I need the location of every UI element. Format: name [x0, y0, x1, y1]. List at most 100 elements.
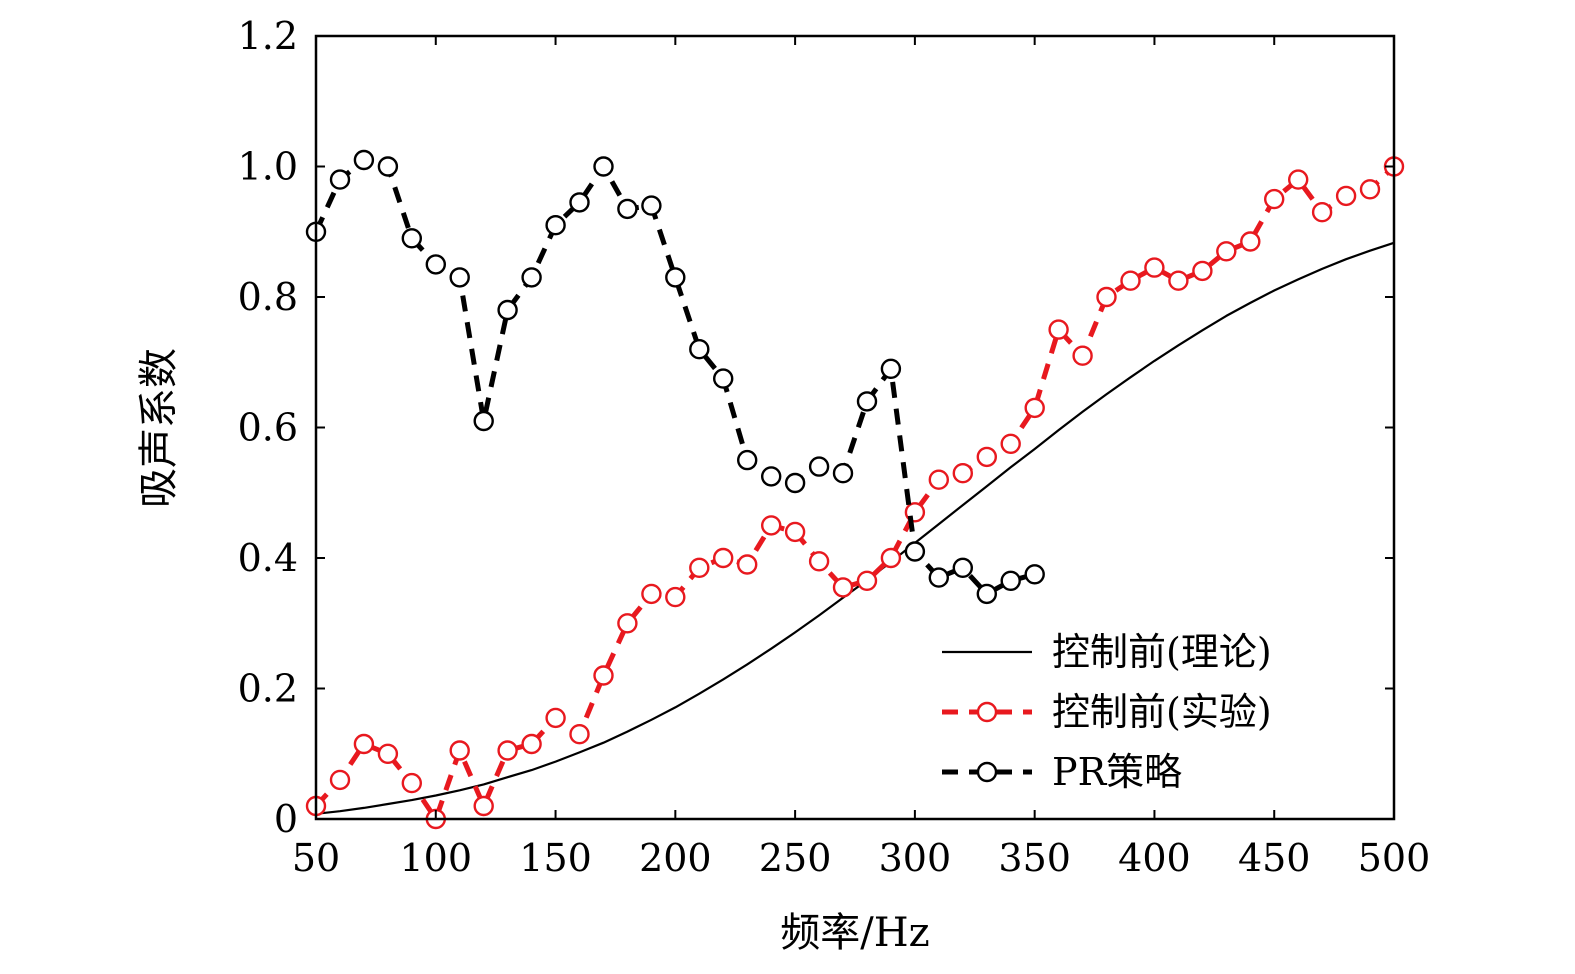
data-point: [617, 613, 638, 634]
data-point: [377, 156, 399, 177]
legend-entry-1: 控制前(实验): [942, 690, 1272, 734]
data-point: [521, 733, 542, 755]
data-point: [713, 368, 734, 389]
series-0: [315, 241, 1395, 815]
data-point: [976, 583, 997, 605]
data-point: [641, 583, 662, 605]
data-point: [1287, 169, 1309, 190]
data-point: [1216, 241, 1237, 262]
data-point: [976, 446, 997, 468]
data-point: [689, 339, 710, 360]
legend-entry-0: 控制前(理论): [942, 630, 1272, 674]
data-point: [952, 463, 973, 484]
data-point: [1000, 433, 1021, 454]
data-point: [808, 456, 830, 477]
data-point: [1072, 345, 1093, 366]
ticks-layer: 50 100 150 200 250 300 350 400 450 500 0 0.2 0.4 0.6 0…: [238, 14, 1431, 880]
data-point: [617, 198, 638, 220]
data-point: [377, 743, 399, 764]
data-point: [449, 740, 470, 761]
data-point: [1120, 270, 1141, 291]
x-tick-label: 400: [1118, 836, 1191, 880]
data-point: [1263, 188, 1285, 210]
data-point: [593, 665, 614, 686]
data-point: [952, 557, 973, 578]
data-point: [737, 554, 758, 575]
data-point: [401, 228, 422, 249]
data-point: [1048, 319, 1069, 340]
data-point: [1240, 231, 1261, 252]
x-axis-title: 频率/Hz: [780, 910, 929, 956]
data-point: [1192, 260, 1213, 282]
data-point: [761, 515, 782, 536]
data-point: [401, 772, 422, 794]
data-point: [665, 267, 686, 288]
x-tick-label: 50: [292, 836, 340, 880]
data-point: [761, 466, 782, 487]
data-point: [665, 586, 686, 608]
legend: 控制前(理论) 控制前(实验) PR策略: [942, 630, 1272, 794]
data-point: [880, 358, 902, 379]
legend-marker: [976, 701, 998, 723]
data-point: [545, 214, 566, 236]
series-layer: [305, 149, 1405, 830]
data-point: [1024, 397, 1045, 419]
data-point: [904, 541, 926, 562]
data-point: [880, 547, 902, 569]
data-point: [784, 521, 806, 543]
data-point: [593, 156, 614, 177]
legend-entry-2: PR策略: [942, 750, 1182, 794]
x-tick-label: 150: [519, 836, 592, 880]
data-point: [1096, 286, 1117, 308]
series-line-1: [314, 164, 1396, 822]
data-point: [497, 299, 518, 321]
data-point: [569, 192, 590, 213]
y-tick-label: 0.4: [238, 536, 298, 580]
data-point: [425, 254, 446, 275]
y-tick-label: 1.0: [238, 145, 298, 189]
x-tick-label: 200: [639, 836, 712, 880]
y-tick-label: 1.2: [238, 14, 298, 58]
data-point: [353, 733, 375, 755]
data-point: [1311, 201, 1333, 223]
x-tick-label: 250: [759, 836, 832, 880]
data-point: [353, 149, 375, 171]
data-point: [329, 169, 351, 190]
y-axis-title: 吸声系数: [136, 348, 182, 508]
data-point: [808, 551, 830, 572]
data-point: [449, 267, 470, 288]
legend-label: 控制前(理论): [1052, 630, 1272, 674]
data-point: [1335, 185, 1357, 207]
x-tick-label: 350: [998, 836, 1071, 880]
data-point: [832, 463, 854, 484]
data-point: [713, 547, 734, 569]
data-point: [473, 410, 494, 432]
series-line-0: [315, 241, 1395, 815]
data-point: [569, 724, 590, 745]
data-point: [1024, 564, 1045, 585]
x-tick-label: 450: [1238, 836, 1311, 880]
data-point: [1359, 179, 1381, 200]
y-tick-label: 0: [274, 797, 298, 841]
data-point: [832, 577, 854, 598]
x-tick-label: 100: [400, 836, 473, 880]
y-tick-label: 0.6: [238, 406, 298, 450]
x-tick-label: 500: [1358, 836, 1431, 880]
y-tick-label: 0.8: [238, 275, 298, 319]
data-point: [928, 567, 949, 588]
data-point: [689, 557, 710, 578]
data-point: [856, 391, 878, 412]
data-point: [521, 267, 542, 288]
data-point: [1168, 270, 1189, 291]
data-point: [1144, 257, 1165, 278]
data-point: [473, 795, 494, 817]
legend-label: PR策略: [1052, 750, 1182, 794]
data-point: [545, 707, 566, 729]
series-2: [305, 149, 1045, 605]
legend-label: 控制前(实验): [1052, 690, 1272, 734]
data-point: [329, 769, 351, 791]
data-point: [641, 195, 662, 216]
data-point: [928, 469, 949, 490]
series-line-2: [313, 157, 1036, 597]
